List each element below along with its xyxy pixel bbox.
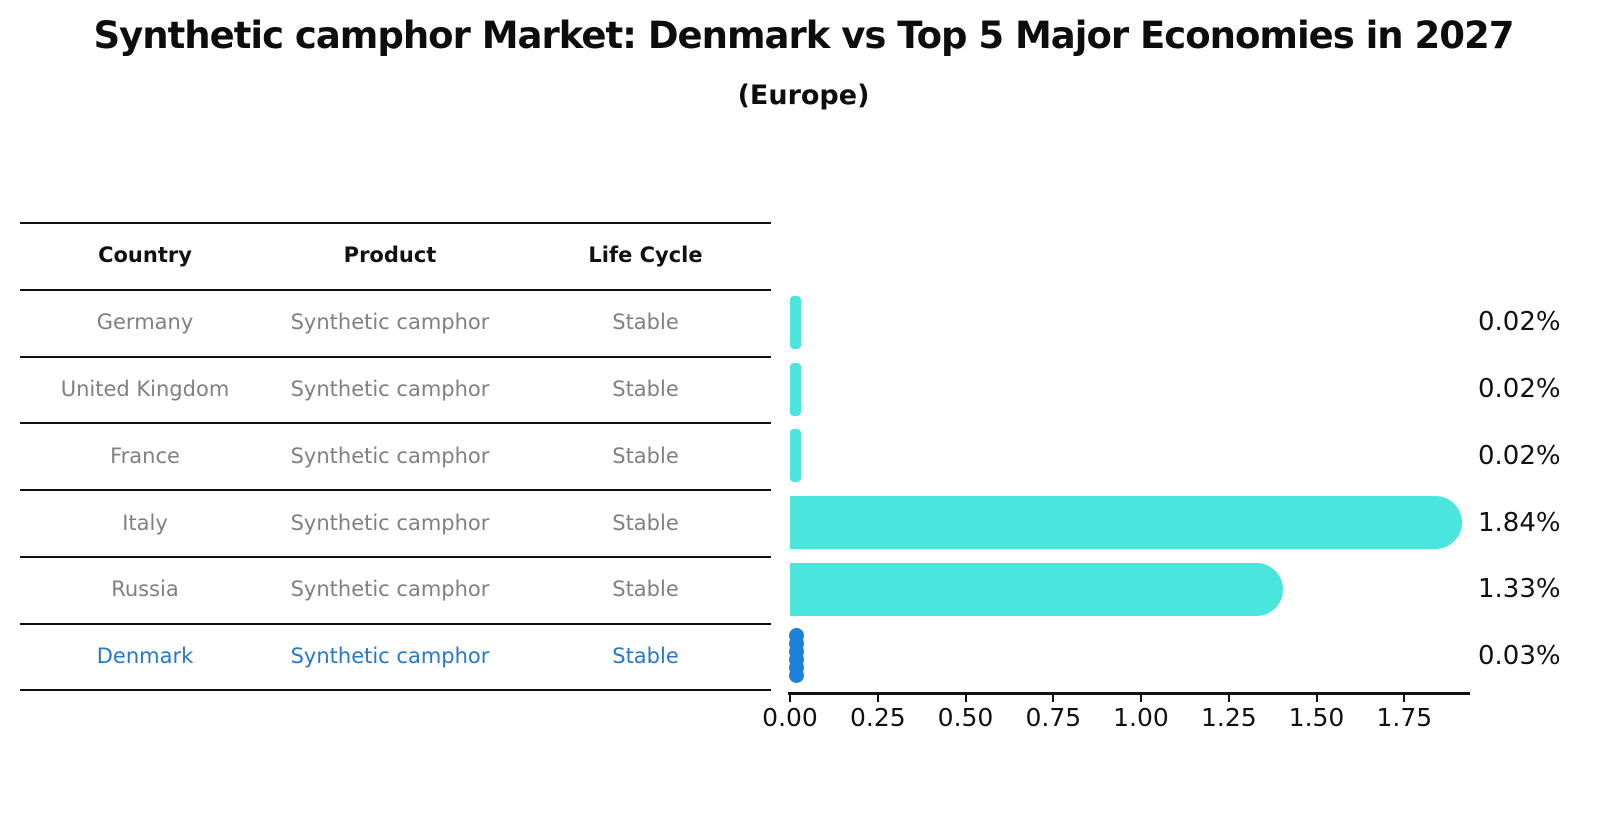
table-cell-product: Synthetic camphor (290, 643, 490, 668)
x-axis-spine (788, 692, 1470, 695)
chart-subtitle: (Europe) (737, 80, 870, 111)
table-rule (20, 622, 771, 625)
x-axis-tickmark (1227, 694, 1230, 702)
table-header-product: Product (343, 243, 437, 267)
value-label: 0.02% (1478, 307, 1561, 338)
bar-denmark (789, 627, 804, 684)
table-header-life-cycle: Life Cycle (588, 243, 703, 267)
table-cell-country: Germany (96, 310, 194, 335)
table-rule (20, 489, 771, 492)
table-cell-life-cycle: Stable (612, 377, 679, 402)
table-cell-country: Italy (122, 510, 168, 535)
table-cell-life-cycle: Stable (612, 577, 679, 602)
x-axis-tickmark (789, 694, 791, 702)
value-label: 0.02% (1478, 440, 1561, 471)
x-axis-tick-label: 1.25 (1200, 703, 1257, 732)
x-axis-tick-label: 0.25 (849, 703, 906, 732)
x-axis-tickmark (1403, 694, 1406, 702)
x-axis-tick-label: 1.50 (1288, 703, 1345, 732)
table-cell-product: Synthetic camphor (290, 377, 490, 402)
table-rule (20, 555, 771, 558)
table-cell-country: Denmark (96, 643, 194, 668)
table-cell-product: Synthetic camphor (290, 577, 490, 602)
denmark-bar-shape (789, 627, 804, 683)
table-cell-product: Synthetic camphor (290, 310, 490, 335)
x-axis-tickmark (1140, 694, 1142, 702)
x-axis-tick-label: 0.75 (1025, 703, 1082, 732)
x-axis-tick-label: 0.00 (762, 703, 818, 732)
value-label: 0.02% (1478, 374, 1561, 405)
table-cell-life-cycle: Stable (612, 643, 679, 668)
value-label: 0.03% (1478, 640, 1561, 671)
table-cell-product: Synthetic camphor (290, 510, 490, 535)
bar-italy (790, 496, 1462, 549)
table-cell-country: United Kingdom (60, 377, 230, 402)
bar-germany (790, 295, 801, 349)
bar-united-kingdom (790, 362, 801, 416)
bar-russia (790, 562, 1283, 616)
x-axis-tickmark (1315, 694, 1318, 702)
x-axis-tick-label: 1.00 (1113, 703, 1169, 732)
table-rule (20, 689, 771, 692)
value-label: 1.33% (1478, 574, 1561, 605)
table-cell-country: France (110, 443, 180, 468)
table-cell-life-cycle: Stable (612, 443, 679, 468)
table-cell-country: Russia (111, 577, 179, 602)
x-axis-tickmark (876, 694, 879, 702)
x-axis-tick-label: 0.50 (937, 703, 994, 732)
table-rule (20, 422, 771, 425)
table-cell-life-cycle: Stable (612, 510, 679, 535)
table-cell-life-cycle: Stable (612, 310, 679, 335)
x-axis-tickmark (1052, 694, 1055, 702)
value-label: 1.84% (1478, 507, 1561, 538)
table-rule (20, 289, 771, 291)
chart-title: Synthetic camphor Market: Denmark vs Top… (93, 14, 1514, 57)
table-cell-product: Synthetic camphor (290, 443, 490, 468)
x-axis-tickmark (964, 694, 967, 702)
x-axis-tick-label: 1.75 (1376, 703, 1433, 732)
table-rule (20, 355, 771, 358)
bar-france (790, 429, 801, 483)
table-rule (20, 222, 771, 224)
table-header-country: Country (98, 243, 192, 267)
